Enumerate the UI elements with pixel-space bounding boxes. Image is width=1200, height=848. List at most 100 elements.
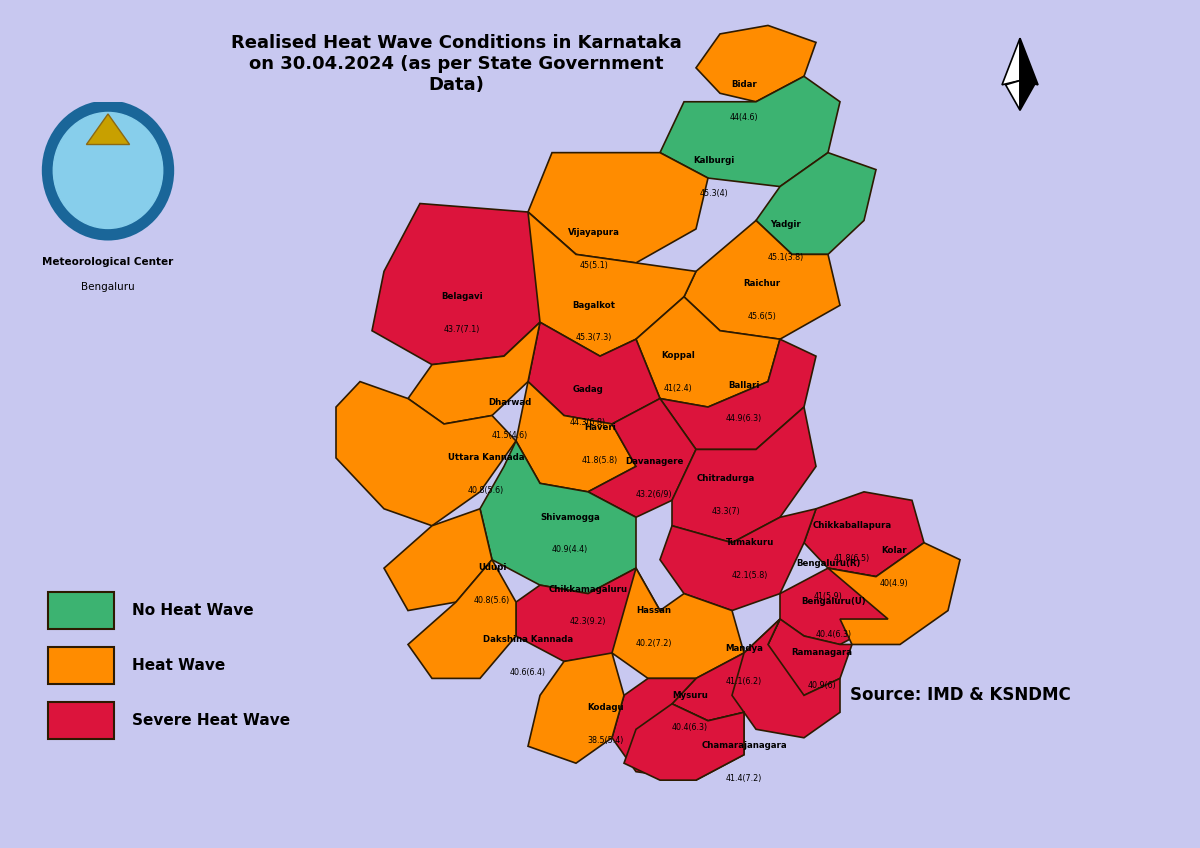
Text: Mandya: Mandya (725, 644, 763, 653)
FancyBboxPatch shape (48, 647, 114, 684)
Text: 40.9(6): 40.9(6) (808, 681, 836, 690)
Text: Vijayapura: Vijayapura (568, 228, 620, 237)
Polygon shape (86, 114, 130, 144)
Text: 42.1(5.8): 42.1(5.8) (732, 571, 768, 580)
Polygon shape (516, 568, 660, 661)
Text: Chamarajanagara: Chamarajanagara (701, 741, 787, 750)
Text: 40.4(6.3): 40.4(6.3) (672, 723, 708, 733)
Text: Heat Wave: Heat Wave (132, 658, 226, 673)
Polygon shape (660, 76, 840, 187)
Text: Yadgir: Yadgir (770, 220, 802, 229)
Polygon shape (384, 509, 492, 611)
Text: 43.7(7.1): 43.7(7.1) (444, 325, 480, 334)
Polygon shape (1006, 81, 1020, 110)
Polygon shape (672, 619, 780, 721)
Text: Koppal: Koppal (661, 351, 695, 360)
Text: 40.6(6.4): 40.6(6.4) (510, 668, 546, 678)
Text: 41.4(7.2): 41.4(7.2) (726, 774, 762, 784)
Polygon shape (588, 399, 696, 517)
FancyBboxPatch shape (48, 592, 114, 629)
Text: Haveri: Haveri (584, 423, 616, 432)
Polygon shape (408, 560, 516, 678)
Text: 40.2(7.2): 40.2(7.2) (636, 639, 672, 648)
Text: No Heat Wave: No Heat Wave (132, 603, 253, 618)
Polygon shape (828, 543, 960, 644)
Circle shape (43, 102, 173, 239)
Polygon shape (636, 297, 780, 407)
Text: Belagavi: Belagavi (442, 292, 482, 301)
Text: Bengaluru: Bengaluru (82, 282, 134, 292)
Polygon shape (612, 678, 744, 780)
Polygon shape (804, 492, 924, 577)
Text: 45.1(3.8): 45.1(3.8) (768, 253, 804, 262)
Text: 40.4(6.3): 40.4(6.3) (816, 630, 852, 639)
Text: Hassan: Hassan (636, 605, 672, 615)
Text: 40.8(5.6): 40.8(5.6) (474, 596, 510, 605)
Text: 41.8(6.5): 41.8(6.5) (834, 554, 870, 563)
Text: Bidar: Bidar (731, 80, 757, 89)
Polygon shape (660, 339, 816, 449)
Polygon shape (660, 509, 816, 611)
Polygon shape (528, 653, 624, 763)
Text: Dakshina Kannada: Dakshina Kannada (482, 635, 574, 644)
Text: Kodagu: Kodagu (588, 703, 624, 712)
Text: Chikkaballapura: Chikkaballapura (812, 521, 892, 530)
Text: 44.9(6.3): 44.9(6.3) (726, 414, 762, 423)
Polygon shape (684, 220, 840, 339)
Text: Shivamogga: Shivamogga (540, 512, 600, 522)
Text: 41.5(4.6): 41.5(4.6) (492, 431, 528, 440)
Text: 40.9(4.4): 40.9(4.4) (552, 545, 588, 555)
Text: Meteorological Center: Meteorological Center (42, 258, 174, 267)
Polygon shape (768, 619, 852, 695)
Polygon shape (408, 322, 540, 424)
Polygon shape (528, 153, 708, 263)
Polygon shape (528, 212, 696, 356)
Polygon shape (696, 25, 816, 102)
Text: Chikkamagaluru: Chikkamagaluru (548, 584, 628, 594)
Text: 40(4.9): 40(4.9) (880, 579, 908, 589)
Text: 38.5(5.4): 38.5(5.4) (588, 736, 624, 745)
Text: 41.1(6.2): 41.1(6.2) (726, 677, 762, 686)
Text: Kalburgi: Kalburgi (694, 156, 734, 165)
Polygon shape (732, 619, 840, 738)
Polygon shape (516, 382, 636, 492)
Text: 45.3(7.3): 45.3(7.3) (576, 333, 612, 343)
Polygon shape (756, 153, 876, 254)
Circle shape (53, 113, 163, 228)
Polygon shape (672, 407, 816, 543)
Text: Ballari: Ballari (728, 381, 760, 390)
Text: 45.3(4): 45.3(4) (700, 189, 728, 198)
Text: Chitradurga: Chitradurga (697, 474, 755, 483)
Polygon shape (336, 382, 516, 526)
FancyBboxPatch shape (48, 702, 114, 739)
Text: Bengaluru(R): Bengaluru(R) (796, 559, 860, 568)
Text: Realised Heat Wave Conditions in Karnataka
on 30.04.2024 (as per State Governmen: Realised Heat Wave Conditions in Karnata… (230, 34, 682, 93)
Text: Gadag: Gadag (572, 385, 604, 394)
Text: 42.3(9.2): 42.3(9.2) (570, 617, 606, 627)
Polygon shape (780, 568, 888, 644)
Text: 41.8(5.8): 41.8(5.8) (582, 456, 618, 466)
Text: 41(5.9): 41(5.9) (814, 592, 842, 601)
Polygon shape (372, 204, 576, 365)
Text: 40.8(5.6): 40.8(5.6) (468, 486, 504, 495)
Text: Raichur: Raichur (744, 279, 780, 288)
Text: Bagalkot: Bagalkot (572, 300, 616, 310)
Text: Uttara Kannada: Uttara Kannada (448, 453, 524, 462)
Polygon shape (612, 568, 744, 678)
Polygon shape (528, 322, 660, 424)
Text: Bengaluru(U): Bengaluru(U) (802, 597, 866, 606)
Text: 45(5.1): 45(5.1) (580, 261, 608, 271)
Text: 43.2(6/9): 43.2(6/9) (636, 490, 672, 499)
Text: 45.6(5): 45.6(5) (748, 312, 776, 321)
Text: Mysuru: Mysuru (672, 690, 708, 700)
Polygon shape (1002, 38, 1020, 85)
Text: Kolar: Kolar (881, 546, 907, 555)
Polygon shape (1020, 81, 1034, 110)
Text: Tumakuru: Tumakuru (726, 538, 774, 547)
Text: Ramanagara: Ramanagara (792, 648, 852, 657)
Text: Dharwad: Dharwad (488, 398, 532, 407)
Text: 44.3(6.8): 44.3(6.8) (570, 418, 606, 427)
Text: Source: IMD & KSNDMC: Source: IMD & KSNDMC (850, 686, 1070, 705)
Text: Udupi: Udupi (478, 563, 506, 572)
Text: 44(4.6): 44(4.6) (730, 113, 758, 122)
